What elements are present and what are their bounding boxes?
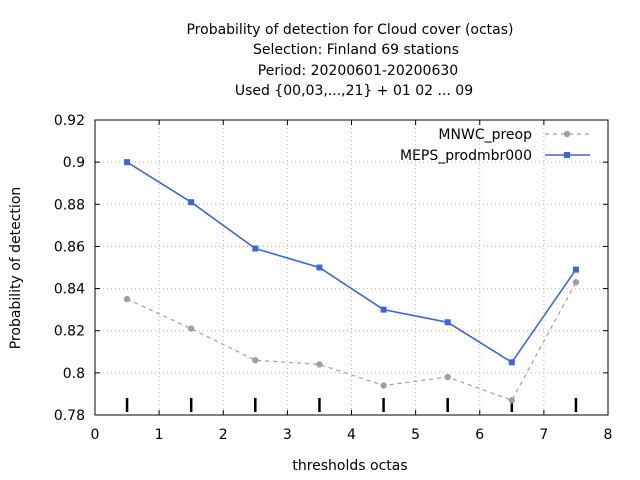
grid	[95, 120, 608, 415]
x-tick-label: 1	[155, 427, 164, 443]
y-tick-label: 0.92	[54, 113, 85, 129]
plot-frame	[94, 119, 609, 416]
data-point	[444, 319, 451, 326]
x-tick-label: 6	[475, 427, 484, 443]
chart-title: Probability of detection for Cloud cover…	[186, 22, 513, 99]
data-point	[508, 397, 516, 404]
title-line-1: Probability of detection for Cloud cover…	[186, 22, 513, 38]
data-point	[252, 245, 259, 252]
data-point	[188, 199, 195, 206]
data-point	[123, 295, 131, 303]
title-line-4: Used {00,03,...,21} + 01 02 ... 09	[235, 83, 473, 99]
x-tick-label: 5	[411, 427, 420, 443]
x-tick-label: 4	[347, 427, 356, 443]
threshold-markers	[125, 398, 578, 412]
y-tick-label: 0.88	[54, 197, 85, 213]
legend-swatch-marker	[563, 130, 571, 138]
data-point	[252, 357, 259, 364]
series-line	[126, 281, 577, 401]
data-point	[380, 382, 387, 389]
x-tick-label: 8	[604, 427, 613, 443]
data-point	[572, 266, 579, 273]
data-point	[316, 264, 323, 271]
y-tick-label: 0.8	[63, 366, 85, 382]
x-tick-label: 0	[91, 427, 100, 443]
x-axis-label: thresholds octas	[292, 458, 407, 474]
data-point	[187, 325, 195, 332]
series-line	[126, 161, 577, 364]
data-point	[124, 159, 131, 166]
legend-label: MEPS_prodmbr000	[400, 148, 532, 164]
legend-item: MEPS_prodmbr000	[400, 148, 590, 164]
series-MNWC_preop	[123, 279, 580, 404]
data-point	[444, 373, 451, 381]
legend-swatch-marker	[564, 152, 570, 158]
y-axis-ticks: 0.78 0.8 0.82 0.84 0.86 0.88 0.9 0.92	[54, 113, 608, 424]
legend: MNWC_preop MEPS_prodmbr000	[400, 127, 590, 164]
title-line-3: Period: 20200601-20200630	[258, 63, 458, 79]
title-line-2: Selection: Finland 69 stations	[253, 42, 459, 58]
y-tick-label: 0.82	[54, 324, 85, 340]
y-tick-label: 0.78	[54, 408, 85, 424]
x-axis-ticks: 0 1 2 3 4 5 6 7 8	[91, 120, 613, 443]
data-point	[316, 361, 323, 368]
data-point	[572, 279, 580, 286]
data-point	[380, 306, 387, 313]
x-tick-label: 7	[539, 427, 548, 443]
legend-item: MNWC_preop	[438, 127, 590, 143]
y-tick-label: 0.84	[54, 282, 85, 298]
x-tick-label: 3	[283, 427, 292, 443]
legend-label: MNWC_preop	[438, 127, 532, 143]
y-tick-label: 0.9	[63, 155, 85, 171]
series-MEPS_prodmbr000	[124, 159, 579, 366]
series-layer	[123, 159, 580, 404]
y-axis-label: Probability of detection	[8, 187, 24, 350]
x-tick-label: 2	[219, 427, 228, 443]
y-tick-label: 0.86	[54, 239, 85, 255]
data-point	[508, 359, 515, 366]
